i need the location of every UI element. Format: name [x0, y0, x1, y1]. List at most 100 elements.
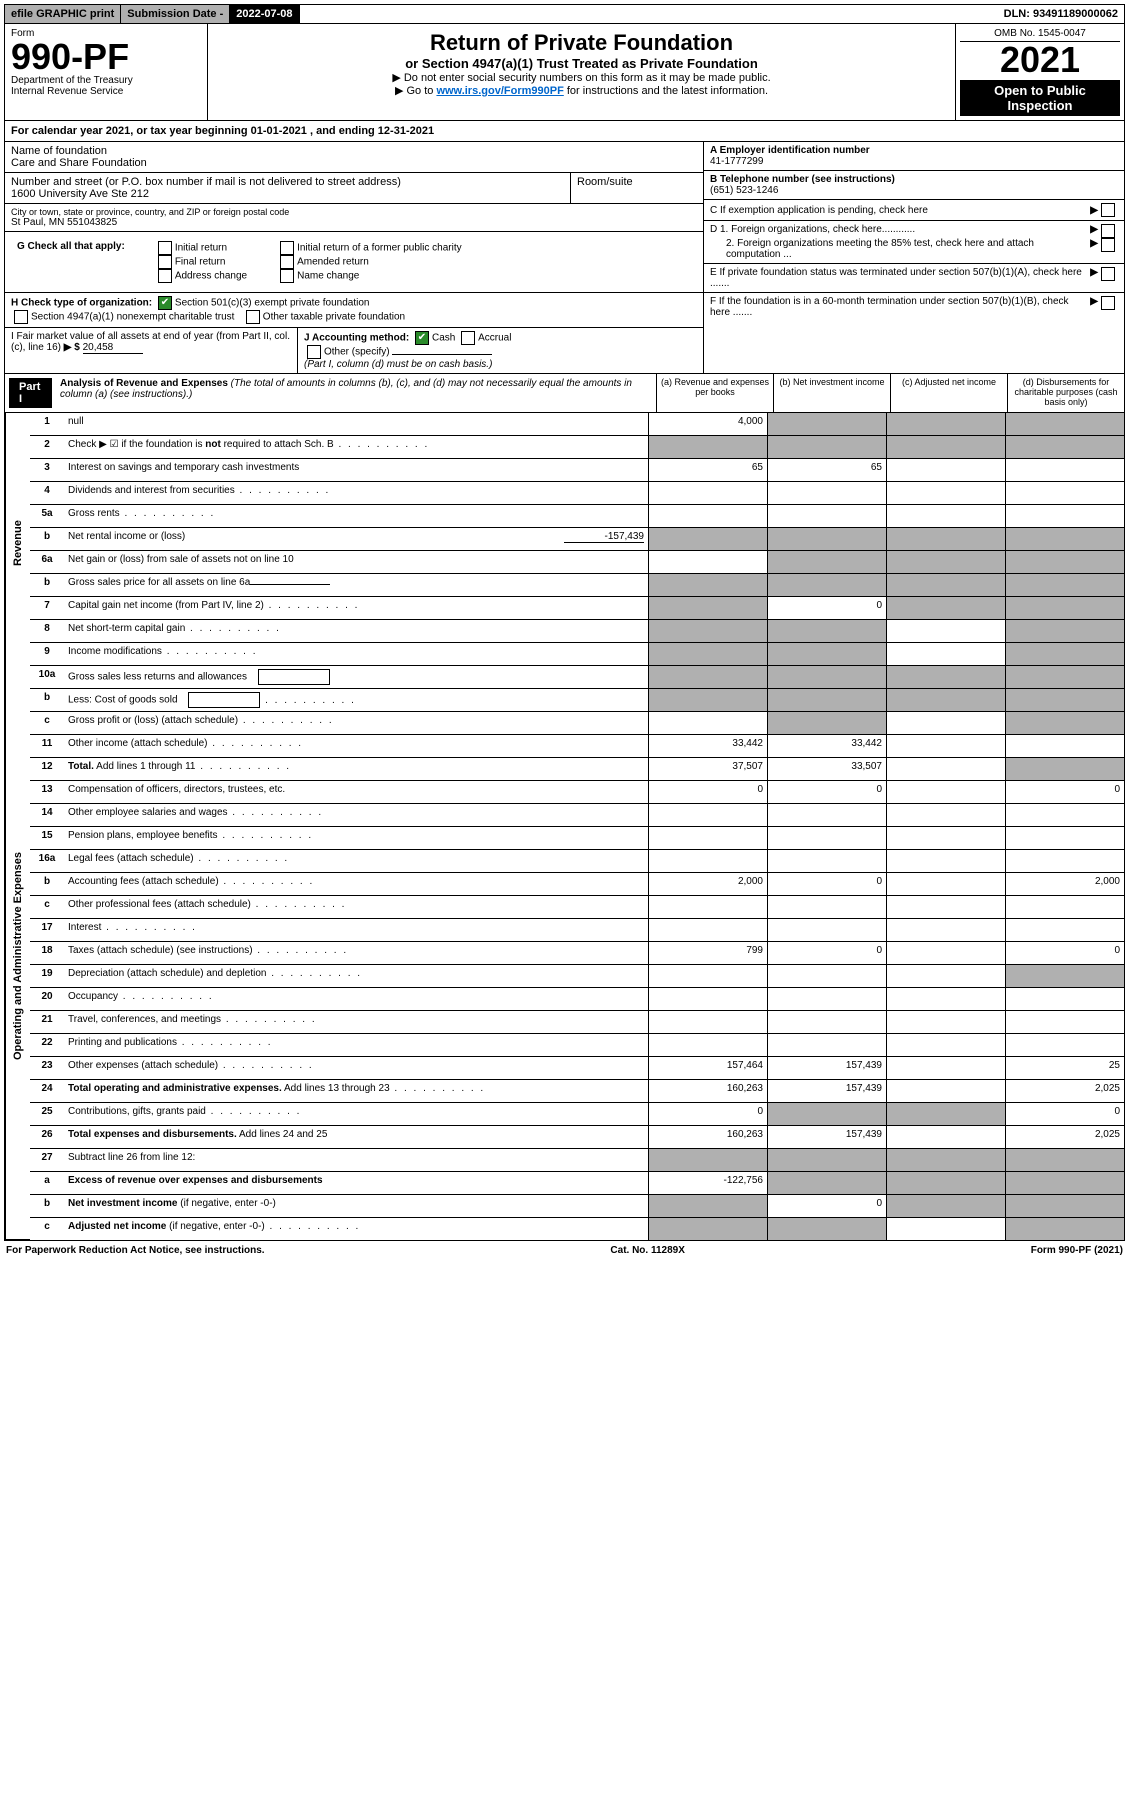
- value-cell: [886, 873, 1005, 895]
- checkbox-other-taxable[interactable]: [246, 310, 260, 324]
- b-label: B Telephone number (see instructions): [710, 174, 895, 185]
- value-cell: 33,442: [767, 735, 886, 757]
- table-row: 15Pension plans, employee benefits: [30, 827, 1124, 850]
- value-cell: [886, 988, 1005, 1010]
- value-cell: [767, 1034, 886, 1056]
- checkbox-name-change[interactable]: [280, 269, 294, 283]
- checkbox-f[interactable]: [1101, 296, 1115, 310]
- value-cell: 33,442: [648, 735, 767, 757]
- line-number: 21: [30, 1011, 64, 1033]
- value-cell: [648, 528, 767, 550]
- checkbox-accrual[interactable]: [461, 331, 475, 345]
- table-row: 22Printing and publications: [30, 1034, 1124, 1057]
- table-row: 11Other income (attach schedule)33,44233…: [30, 735, 1124, 758]
- j-cash: Cash: [432, 333, 455, 344]
- value-cell: [648, 620, 767, 642]
- line-description: Printing and publications: [64, 1034, 648, 1056]
- h-section: H Check type of organization: Section 50…: [5, 293, 703, 328]
- value-cell: 799: [648, 942, 767, 964]
- value-cell: [648, 1218, 767, 1240]
- value-cell: [767, 620, 886, 642]
- value-cell: [1005, 896, 1124, 918]
- checkbox-501c3[interactable]: [158, 296, 172, 310]
- info-right: A Employer identification number 41-1777…: [703, 142, 1124, 373]
- value-cell: [767, 643, 886, 665]
- line-description: Depreciation (attach schedule) and deple…: [64, 965, 648, 987]
- checkbox-amended[interactable]: [280, 255, 294, 269]
- value-cell: [1005, 551, 1124, 573]
- value-cell: [648, 505, 767, 527]
- efile-label: efile GRAPHIC print: [5, 5, 121, 23]
- i-value: 20,458: [83, 342, 143, 354]
- value-cell: [886, 1149, 1005, 1171]
- checkbox-cash[interactable]: [415, 331, 429, 345]
- main-table: Operating and Administrative Expenses Re…: [4, 413, 1125, 1241]
- line-description: Contributions, gifts, grants paid: [64, 1103, 648, 1125]
- line-description: Capital gain net income (from Part IV, l…: [64, 597, 648, 619]
- value-cell: [1005, 505, 1124, 527]
- g-item-2: Address change: [175, 271, 247, 282]
- tax-year: 2021: [960, 42, 1120, 78]
- value-cell: 157,439: [767, 1057, 886, 1079]
- checkbox-c[interactable]: [1101, 203, 1115, 217]
- line-number: 24: [30, 1080, 64, 1102]
- line-description: Other expenses (attach schedule): [64, 1057, 648, 1079]
- line-description: Accounting fees (attach schedule): [64, 873, 648, 895]
- line-description: Other income (attach schedule): [64, 735, 648, 757]
- form-number: 990-PF: [11, 39, 201, 75]
- table-row: cAdjusted net income (if negative, enter…: [30, 1218, 1124, 1240]
- line-number: 5a: [30, 505, 64, 527]
- checkbox-address-change[interactable]: [158, 269, 172, 283]
- checkbox-final-return[interactable]: [158, 255, 172, 269]
- checkbox-initial-return[interactable]: [158, 241, 172, 255]
- instruction-1: ▶ Do not enter social security numbers o…: [214, 71, 949, 84]
- line-description: Dividends and interest from securities: [64, 482, 648, 504]
- value-cell: 2,025: [1005, 1126, 1124, 1148]
- checkbox-e[interactable]: [1101, 267, 1115, 281]
- value-cell: [886, 781, 1005, 803]
- line-description: Total. Add lines 1 through 11: [64, 758, 648, 780]
- checkbox-other-method[interactable]: [307, 345, 321, 359]
- table-row: 25Contributions, gifts, grants paid00: [30, 1103, 1124, 1126]
- line-description: Pension plans, employee benefits: [64, 827, 648, 849]
- foundation-city: St Paul, MN 551043825: [11, 217, 697, 228]
- table-row: bNet rental income or (loss) -157,439: [30, 528, 1124, 551]
- year-column: OMB No. 1545-0047 2021 Open to Public In…: [956, 24, 1124, 120]
- table-row: aExcess of revenue over expenses and dis…: [30, 1172, 1124, 1195]
- value-cell: [767, 689, 886, 711]
- d2-arrow: ▶: [1090, 238, 1098, 260]
- checkbox-d2[interactable]: [1101, 238, 1115, 252]
- line-number: 1: [30, 413, 64, 435]
- table-row: bNet investment income (if negative, ent…: [30, 1195, 1124, 1218]
- checkbox-4947[interactable]: [14, 310, 28, 324]
- value-cell: [886, 574, 1005, 596]
- value-cell: [886, 965, 1005, 987]
- line-description: Net gain or (loss) from sale of assets n…: [64, 551, 648, 573]
- value-cell: [767, 712, 886, 734]
- checkbox-d1[interactable]: [1101, 224, 1115, 238]
- line-number: 25: [30, 1103, 64, 1125]
- h-opt2: Section 4947(a)(1) nonexempt charitable …: [31, 312, 234, 323]
- value-cell: [1005, 712, 1124, 734]
- value-cell: [1005, 758, 1124, 780]
- value-cell: [886, 919, 1005, 941]
- table-row: 21Travel, conferences, and meetings: [30, 1011, 1124, 1034]
- col-a-header: (a) Revenue and expenses per books: [657, 374, 774, 412]
- value-cell: [648, 436, 767, 458]
- h-label: H Check type of organization:: [11, 298, 152, 309]
- sub-label-text: Submission Date -: [127, 8, 223, 20]
- g-item-5: Name change: [297, 271, 359, 282]
- checkbox-initial-public[interactable]: [280, 241, 294, 255]
- line-number: 13: [30, 781, 64, 803]
- value-cell: 0: [767, 781, 886, 803]
- table-row: cOther professional fees (attach schedul…: [30, 896, 1124, 919]
- col-c-header: (c) Adjusted net income: [891, 374, 1008, 412]
- d1-arrow: ▶: [1090, 224, 1098, 238]
- i-label: I Fair market value of all assets at end…: [11, 331, 290, 353]
- irs-link[interactable]: www.irs.gov/Form990PF: [436, 85, 563, 97]
- value-cell: [886, 459, 1005, 481]
- value-cell: [886, 597, 1005, 619]
- i-arrow: ▶ $: [64, 342, 80, 353]
- value-cell: [767, 988, 886, 1010]
- value-cell: [648, 988, 767, 1010]
